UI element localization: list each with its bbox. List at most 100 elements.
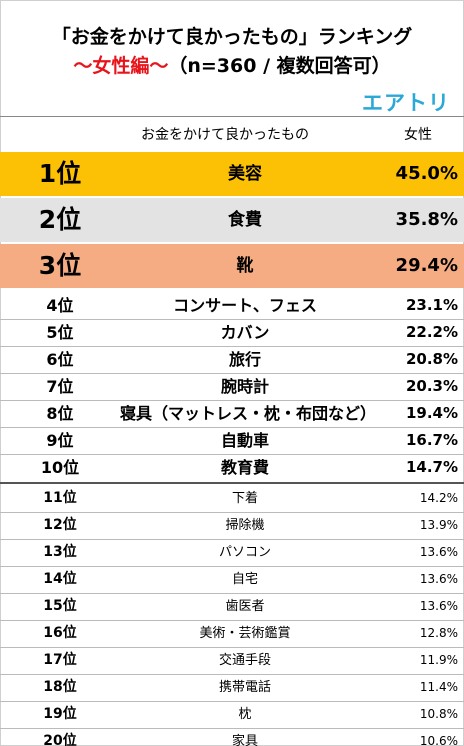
rank-label: 5位 — [46, 323, 74, 342]
subtitle-highlight: 〜女性編〜 — [73, 55, 169, 77]
value-label: 10.6% — [419, 734, 458, 746]
value-label: 11.4% — [419, 680, 458, 694]
table-row: 15位 歯医者 13.6% — [0, 593, 464, 620]
rank-label: 18位 — [43, 679, 77, 695]
value-label: 13.6% — [419, 545, 458, 559]
table-row: 11位 下着 14.2% — [0, 485, 464, 512]
rank-label: 4位 — [46, 296, 74, 315]
rank-label: 11位 — [43, 490, 77, 506]
table-row: 10位 教育費 14.7% — [0, 454, 464, 481]
table-row: 4位 コンサート、フェス 23.1% — [0, 292, 464, 319]
subtitle-rest: （n=360 / 複数回答可） — [168, 55, 391, 77]
table-row: 20位 家具 10.6% — [0, 728, 464, 746]
item-label: 寝具（マットレス・枕・布団など） — [120, 404, 377, 423]
row-separator — [0, 319, 464, 320]
item-label: パソコン — [218, 545, 271, 560]
chart-title: 「お金をかけて良かったもの」ランキング — [51, 26, 413, 48]
rank-label: 19位 — [43, 706, 77, 722]
item-label: 食費 — [228, 210, 262, 230]
item-label: 靴 — [236, 256, 254, 276]
item-label: 自宅 — [231, 572, 258, 587]
value-label: 20.8% — [405, 350, 458, 368]
rank-label: 6位 — [46, 350, 74, 369]
row-separator — [0, 400, 464, 401]
item-label: コンサート、フェス — [173, 296, 317, 315]
rank-label: 16位 — [43, 625, 77, 641]
rank-label: 10位 — [40, 458, 80, 477]
value-label: 13.6% — [419, 572, 458, 586]
value-label: 20.3% — [405, 377, 458, 395]
row-separator — [0, 647, 464, 648]
item-label: 携帯電話 — [218, 680, 271, 695]
value-label: 29.4% — [395, 255, 458, 276]
item-label: 下着 — [231, 491, 258, 506]
row-separator — [0, 593, 464, 594]
item-label: 家具 — [231, 734, 258, 746]
brand-logo: エアトリ — [362, 91, 450, 115]
rank-label: 2位 — [38, 205, 82, 234]
rank-label: 15位 — [43, 598, 77, 614]
value-label: 22.2% — [405, 323, 458, 341]
item-label: 歯医者 — [225, 599, 265, 614]
value-label: 14.7% — [405, 458, 458, 476]
table-row: 2位 食費 35.8% — [0, 198, 464, 242]
item-label: 腕時計 — [220, 377, 269, 396]
item-label: 枕 — [238, 707, 252, 722]
table-row: 17位 交通手段 11.9% — [0, 647, 464, 674]
value-label: 19.4% — [405, 404, 458, 422]
rank-label: 13位 — [43, 544, 77, 560]
table-row: 8位 寝具（マットレス・枕・布団など） 19.4% — [0, 400, 464, 427]
table-row: 5位 カバン 22.2% — [0, 319, 464, 346]
value-label: 12.8% — [419, 626, 458, 640]
value-label: 35.8% — [395, 209, 458, 230]
rank-label: 20位 — [43, 733, 77, 746]
table-row: 16位 美術・芸術鑑賞 12.8% — [0, 620, 464, 647]
item-label: 交通手段 — [218, 653, 271, 668]
rank-label: 3位 — [38, 251, 82, 280]
item-label: 美術・芸術鑑賞 — [199, 626, 291, 641]
value-label: 45.0% — [395, 163, 458, 184]
rank-label: 1位 — [38, 159, 82, 188]
item-label: カバン — [220, 323, 270, 342]
table-row: 3位 靴 29.4% — [0, 244, 464, 288]
table-row: 6位 旅行 20.8% — [0, 346, 464, 373]
row-separator — [0, 701, 464, 702]
item-label: 教育費 — [220, 458, 269, 477]
table-row: 18位 携帯電話 11.4% — [0, 674, 464, 701]
table-row: 19位 枕 10.8% — [0, 701, 464, 728]
table-row: 1位 美容 45.0% — [0, 152, 464, 196]
rank-label: 8位 — [46, 404, 74, 423]
item-label: 自動車 — [220, 431, 269, 450]
table-row: 14位 自宅 13.6% — [0, 566, 464, 593]
row-separator — [0, 539, 464, 540]
table-row: 12位 掃除機 13.9% — [0, 512, 464, 539]
value-label: 23.1% — [405, 296, 458, 314]
row-separator — [0, 566, 464, 567]
value-label: 11.9% — [419, 653, 458, 667]
value-label: 16.7% — [405, 431, 458, 449]
table-row: 9位 自動車 16.7% — [0, 427, 464, 454]
item-label: 掃除機 — [225, 518, 265, 533]
tier-separator — [0, 482, 464, 484]
row-separator — [0, 674, 464, 675]
value-label: 14.2% — [419, 491, 458, 505]
value-label: 13.6% — [419, 599, 458, 613]
value-label: 10.8% — [419, 707, 458, 721]
rank-label: 9位 — [46, 431, 74, 450]
rank-label: 7位 — [46, 377, 74, 396]
row-separator — [0, 620, 464, 621]
column-header-item: お金をかけて良かったもの — [141, 127, 309, 143]
value-label: 13.9% — [419, 518, 458, 532]
row-separator — [0, 454, 464, 455]
table-row: 7位 腕時計 20.3% — [0, 373, 464, 400]
rank-label: 12位 — [43, 517, 77, 533]
header-rule — [0, 116, 464, 117]
rank-label: 14位 — [43, 571, 77, 587]
row-separator — [0, 728, 464, 729]
chart-subtitle: 〜女性編〜（n=360 / 複数回答可） — [0, 51, 464, 78]
column-header-value: 女性 — [404, 127, 432, 143]
item-label: 旅行 — [228, 350, 261, 369]
rank-label: 17位 — [43, 652, 77, 668]
table-row: 13位 パソコン 13.6% — [0, 539, 464, 566]
item-label: 美容 — [228, 164, 262, 184]
